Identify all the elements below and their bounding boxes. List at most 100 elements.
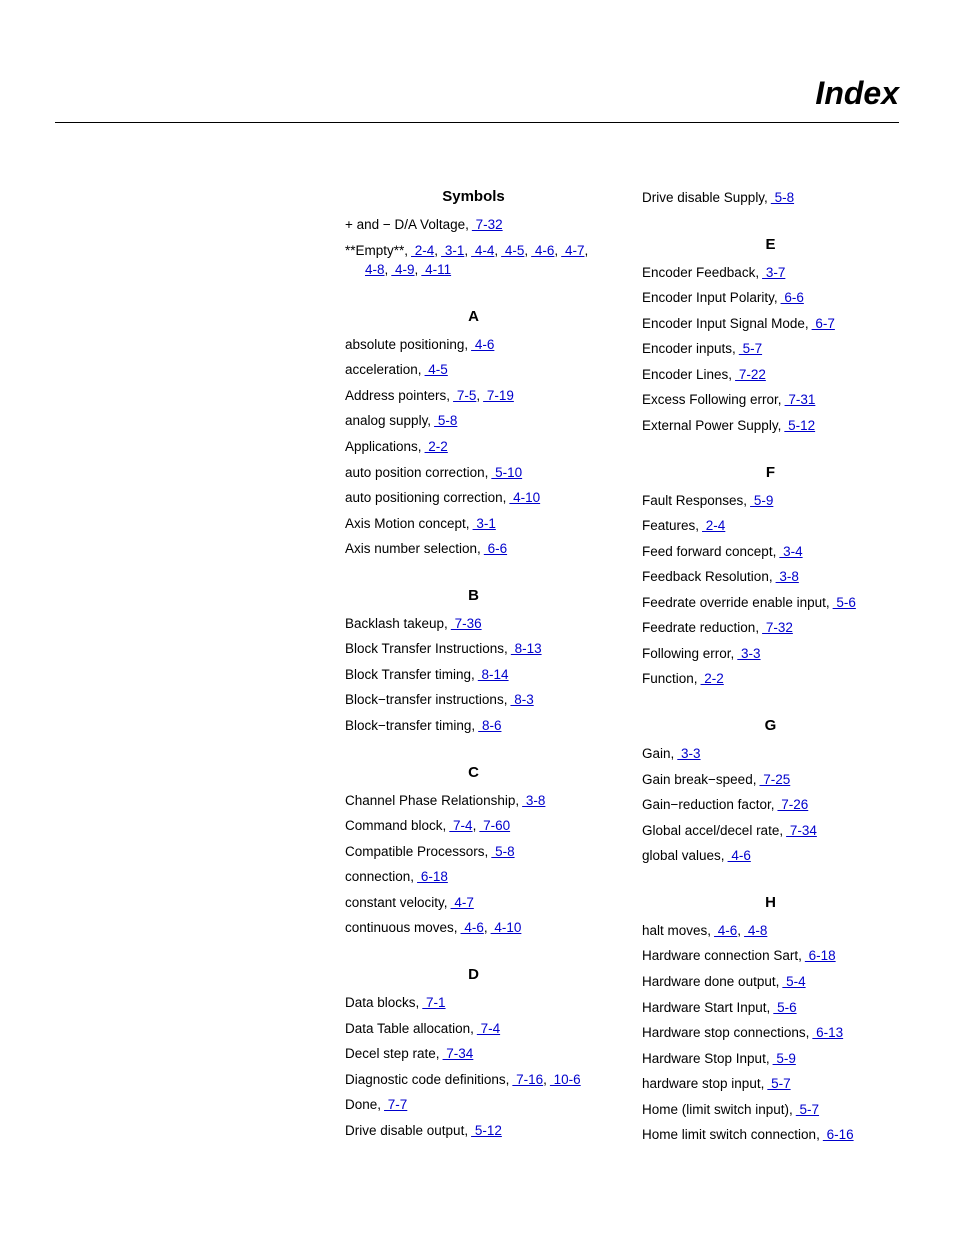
page-link[interactable]: 8-14 xyxy=(475,667,509,682)
index-entry: Hardware Stop Input, 5-9 xyxy=(642,1049,899,1069)
page-link[interactable]: 3-4 xyxy=(776,544,802,559)
page-link[interactable]: 4-10 xyxy=(506,490,540,505)
page-link[interactable]: 2-4 xyxy=(699,518,725,533)
index-columns: Symbols+ and − D/A Voltage, 7-32**Empty*… xyxy=(55,188,899,1151)
section-heading: D xyxy=(345,966,602,983)
entry-text: Compatible Processors, xyxy=(345,844,488,859)
page-link[interactable]: 5-8 xyxy=(431,413,457,428)
index-entry: continuous moves, 4-6, 4-10 xyxy=(345,918,602,938)
page-link[interactable]: 5-12 xyxy=(781,418,815,433)
page-link[interactable]: 7-34 xyxy=(783,823,817,838)
entry-text: Features, xyxy=(642,518,699,533)
index-entry: Excess Following error, 7-31 xyxy=(642,390,899,410)
page-link[interactable]: 8-13 xyxy=(508,641,542,656)
entry-text: Drive disable output, xyxy=(345,1123,468,1138)
page-link[interactable]: 7-16 xyxy=(509,1072,543,1087)
page-link[interactable]: 4-6 xyxy=(711,923,737,938)
index-entry: Channel Phase Relationship, 3-8 xyxy=(345,791,602,811)
page-link[interactable]: 7-32 xyxy=(469,217,503,232)
page-link[interactable]: 4-6 xyxy=(458,920,484,935)
page-link[interactable]: 7-25 xyxy=(756,772,790,787)
page-link[interactable]: 2-2 xyxy=(422,439,448,454)
page-link[interactable]: 7-4 xyxy=(446,818,472,833)
page-link[interactable]: 4-4 xyxy=(468,243,494,258)
page-link[interactable]: 3-3 xyxy=(734,646,760,661)
page-link[interactable]: 4-6 xyxy=(528,243,554,258)
page-link[interactable]: 4-6 xyxy=(725,848,751,863)
page-link[interactable]: 3-1 xyxy=(438,243,464,258)
section-heading: H xyxy=(642,894,899,911)
page-link[interactable]: 7-4 xyxy=(474,1021,500,1036)
page-link[interactable]: 5-12 xyxy=(468,1123,502,1138)
page-link[interactable]: 5-7 xyxy=(793,1102,819,1117)
page-link[interactable]: 4-6 xyxy=(468,337,494,352)
page-link[interactable]: 2-2 xyxy=(698,671,724,686)
entry-text: Axis number selection, xyxy=(345,541,481,556)
page-link[interactable]: 4-7 xyxy=(558,243,584,258)
page-link[interactable]: 5-10 xyxy=(488,465,522,480)
page-link[interactable]: 3-8 xyxy=(773,569,799,584)
index-entry: **Empty**, 2-4, 3-1, 4-4, 4-5, 4-6, 4-7,… xyxy=(345,241,602,280)
index-entry: Applications, 2-2 xyxy=(345,437,602,457)
page-link[interactable]: 5-7 xyxy=(764,1076,790,1091)
page-link[interactable]: 7-19 xyxy=(480,388,514,403)
page-link[interactable]: 6-18 xyxy=(802,948,836,963)
page-link[interactable]: 7-5 xyxy=(450,388,476,403)
entry-text: Fault Responses, xyxy=(642,493,747,508)
index-entry: connection, 6-18 xyxy=(345,867,602,887)
page-link[interactable]: 7-1 xyxy=(419,995,445,1010)
page-link[interactable]: 3-7 xyxy=(759,265,785,280)
page-link[interactable]: 5-8 xyxy=(488,844,514,859)
page-link[interactable]: 4-5 xyxy=(422,362,448,377)
page-link[interactable]: 3-3 xyxy=(674,746,700,761)
page-link[interactable]: 6-6 xyxy=(481,541,507,556)
page-link[interactable]: 5-6 xyxy=(770,1000,796,1015)
index-entry: constant velocity, 4-7 xyxy=(345,893,602,913)
page-link[interactable]: 5-6 xyxy=(830,595,856,610)
entry-text: Command block, xyxy=(345,818,446,833)
page-link[interactable]: 5-9 xyxy=(747,493,773,508)
entry-text: Function, xyxy=(642,671,698,686)
page-link[interactable]: 2-4 xyxy=(408,243,434,258)
page-link[interactable]: 5-4 xyxy=(779,974,805,989)
section-heading: A xyxy=(345,308,602,325)
page-link[interactable]: 4-7 xyxy=(448,895,474,910)
page-link[interactable]: 7-36 xyxy=(448,616,482,631)
page-link[interactable]: 4-11 xyxy=(418,262,451,277)
index-entry: + and − D/A Voltage, 7-32 xyxy=(345,215,602,235)
index-entry: absolute positioning, 4-6 xyxy=(345,335,602,355)
page-link[interactable]: 8-6 xyxy=(475,718,501,733)
page-link[interactable]: 4-8 xyxy=(741,923,767,938)
page-link[interactable]: 7-60 xyxy=(476,818,510,833)
page-link[interactable]: 7-34 xyxy=(440,1046,474,1061)
section-heading: B xyxy=(345,587,602,604)
section-heading: G xyxy=(642,717,899,734)
entry-text: Encoder inputs, xyxy=(642,341,736,356)
entry-text: global values, xyxy=(642,848,725,863)
entry-text: Encoder Input Polarity, xyxy=(642,290,778,305)
page-link[interactable]: 6-13 xyxy=(809,1025,843,1040)
index-entry: Home limit switch connection, 6-16 xyxy=(642,1125,899,1145)
page-link[interactable]: 5-8 xyxy=(768,190,794,205)
page-link[interactable]: 3-8 xyxy=(519,793,545,808)
page-link[interactable]: 6-6 xyxy=(778,290,804,305)
page-link[interactable]: 6-16 xyxy=(820,1127,854,1142)
page-link[interactable]: 5-7 xyxy=(736,341,762,356)
index-entry: Encoder Input Signal Mode, 6-7 xyxy=(642,314,899,334)
page-link[interactable]: 10-6 xyxy=(547,1072,581,1087)
entry-text: Home (limit switch input), xyxy=(642,1102,793,1117)
page-link[interactable]: 6-7 xyxy=(809,316,835,331)
page-link[interactable]: 7-26 xyxy=(774,797,808,812)
page-link[interactable]: 4-10 xyxy=(488,920,522,935)
page-link[interactable]: 7-31 xyxy=(782,392,816,407)
index-entry: Hardware connection Sart, 6-18 xyxy=(642,946,899,966)
page-link[interactable]: 7-32 xyxy=(759,620,793,635)
page-link[interactable]: 8-3 xyxy=(507,692,533,707)
page-link[interactable]: 4-5 xyxy=(498,243,524,258)
page-link[interactable]: 7-22 xyxy=(732,367,766,382)
page-link[interactable]: 6-18 xyxy=(414,869,448,884)
page-link[interactable]: 5-9 xyxy=(770,1051,796,1066)
page-link[interactable]: 4-9 xyxy=(388,262,414,277)
page-link[interactable]: 7-7 xyxy=(381,1097,407,1112)
page-link[interactable]: 3-1 xyxy=(470,516,496,531)
